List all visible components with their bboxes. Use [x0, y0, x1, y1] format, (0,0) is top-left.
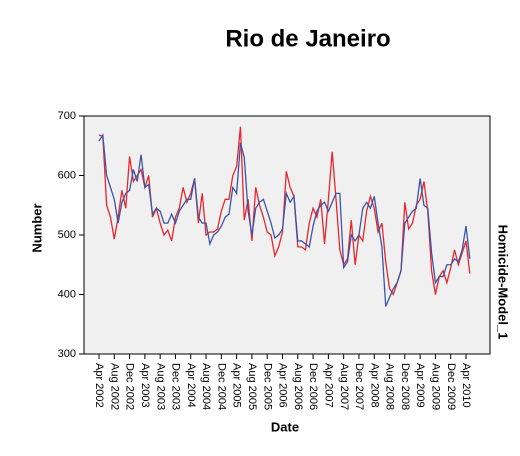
x-tick-label: Dec 2005: [261, 363, 273, 410]
y-axis-label: Number: [29, 203, 44, 252]
x-tick-label: Dec 2007: [353, 363, 365, 410]
x-tick-label: Apr 2009: [414, 363, 426, 408]
x-tick-label: Aug 2003: [154, 363, 166, 410]
x-tick-label: Aug 2008: [384, 363, 396, 410]
x-tick-label: Apr 2003: [139, 363, 151, 408]
plot-area: [83, 115, 491, 355]
x-tick-label: Apr 2008: [368, 363, 380, 408]
x-tick-label: Dec 2003: [170, 363, 182, 410]
x-tick-label: Dec 2006: [307, 363, 319, 410]
chart-title: Rio de Janeiro: [225, 25, 390, 52]
y-tick-label: 300: [58, 348, 76, 360]
y-tick-label: 400: [58, 288, 76, 300]
y-tick-label: 500: [58, 229, 76, 241]
x-tick-label: Aug 2005: [246, 363, 258, 410]
x-tick-label: Dec 2009: [445, 363, 457, 410]
x-tick-label: Dec 2004: [215, 363, 227, 410]
y-tick-label: 700: [58, 110, 76, 122]
x-tick-label: Dec 2008: [399, 363, 411, 410]
x-axis-label: Date: [271, 419, 299, 434]
series-line: [98, 133, 471, 307]
x-tick-label: Aug 2002: [108, 363, 120, 410]
x-tick-label: Aug 2007: [338, 363, 350, 410]
series-line: [98, 126, 471, 297]
x-tick-label: Dec 2002: [124, 363, 136, 410]
x-tick-label: Apr 2002: [93, 363, 105, 408]
x-tick-label: Apr 2005: [231, 363, 243, 408]
x-tick-label: Aug 2006: [292, 363, 304, 410]
panel-label: Homicide-Model_1: [496, 225, 511, 340]
x-tick-label: Apr 2007: [322, 363, 334, 408]
x-tick-label: Apr 2004: [185, 363, 197, 408]
x-tick-label: Apr 2006: [277, 363, 289, 408]
x-tick-label: Aug 2004: [200, 363, 212, 410]
y-tick-label: 600: [58, 169, 76, 181]
x-tick-label: Aug 2009: [430, 363, 442, 410]
x-tick-label: Apr 2010: [460, 363, 472, 408]
